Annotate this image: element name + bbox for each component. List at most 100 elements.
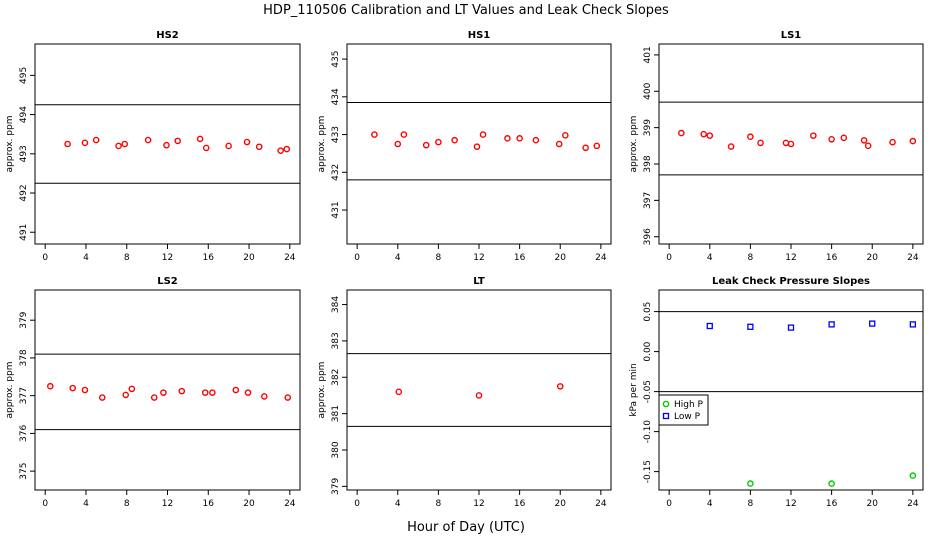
y-tick-label: 384 — [331, 296, 341, 313]
data-point — [401, 132, 406, 137]
data-point — [748, 134, 753, 139]
legend-label: Low P — [674, 412, 701, 422]
y-tick-label: 401 — [643, 46, 653, 63]
x-tick-label: 20 — [555, 499, 567, 509]
data-point — [278, 148, 283, 153]
data-point — [285, 395, 290, 400]
data-point — [476, 393, 481, 398]
data-point — [257, 144, 262, 149]
x-tick-label: 8 — [748, 499, 754, 509]
data-point — [829, 137, 834, 142]
data-point — [122, 141, 127, 146]
panel-title: HS2 — [156, 30, 179, 41]
data-point — [789, 325, 794, 330]
x-tick-label: 12 — [473, 253, 484, 263]
data-point — [123, 392, 128, 397]
x-tick-label: 8 — [436, 499, 442, 509]
x-tick-label: 24 — [595, 253, 607, 263]
data-point — [146, 137, 151, 142]
data-point — [372, 132, 377, 137]
x-tick-label: 8 — [124, 499, 130, 509]
plot-frame — [347, 44, 611, 244]
data-point — [179, 389, 184, 394]
data-point — [866, 143, 871, 148]
x-tick-label: 8 — [436, 253, 442, 263]
legend-label: High P — [674, 400, 704, 410]
x-tick-label: 4 — [395, 253, 401, 263]
data-point — [748, 324, 753, 329]
data-point — [65, 141, 70, 146]
y-tick-label: 493 — [19, 145, 29, 162]
data-point — [594, 143, 599, 148]
plot-frame — [659, 290, 923, 490]
y-tick-label: 0.05 — [643, 302, 653, 322]
data-point — [811, 133, 816, 138]
data-point — [517, 136, 522, 141]
data-point — [161, 390, 166, 395]
data-point — [505, 136, 510, 141]
x-tick-label: 16 — [826, 253, 838, 263]
chart-panel-3: LS1 0 4 8 12 16 20 24 396 397 398 399 400 401 approx. … — [629, 30, 923, 263]
panel-title: LS1 — [781, 30, 802, 41]
data-point — [48, 384, 53, 389]
x-tick-label: 12 — [785, 499, 796, 509]
y-tick-label: 432 — [331, 164, 341, 181]
y-tick-label: 382 — [331, 369, 341, 386]
x-tick-label: 12 — [162, 253, 173, 263]
x-tick-label: 16 — [826, 499, 838, 509]
data-point — [910, 322, 915, 327]
x-tick-label: 8 — [124, 253, 130, 263]
data-point — [70, 386, 75, 391]
x-tick-label: 0 — [354, 253, 360, 263]
x-tick-label: 20 — [243, 499, 255, 509]
x-tick-label: 20 — [555, 253, 567, 263]
data-point — [890, 140, 895, 145]
data-point — [204, 145, 209, 150]
y-tick-label: 398 — [643, 155, 653, 172]
data-point — [829, 322, 834, 327]
data-point — [707, 133, 712, 138]
y-tick-label: 431 — [331, 201, 341, 218]
x-tick-label: 4 — [707, 253, 713, 263]
figure-title: HDP_110506 Calibration and LT Values and… — [263, 3, 669, 18]
y-tick-label: 491 — [19, 224, 29, 241]
y-tick-label: 399 — [643, 119, 653, 136]
x-tick-label: 24 — [595, 499, 607, 509]
data-point — [707, 324, 712, 329]
data-point — [210, 390, 215, 395]
y-tick-label: -0.15 — [643, 460, 653, 483]
x-tick-label: 20 — [867, 499, 879, 509]
x-tick-label: 4 — [707, 499, 713, 509]
data-point — [533, 138, 538, 143]
x-tick-label: 4 — [83, 499, 89, 509]
panel-title: LT — [473, 276, 485, 287]
y-tick-label: 495 — [19, 67, 29, 84]
x-tick-label: 24 — [284, 499, 296, 509]
x-tick-label: 16 — [203, 499, 215, 509]
x-tick-label: 16 — [203, 253, 215, 263]
data-point — [395, 141, 400, 146]
y-axis-label: approx. ppm — [629, 116, 639, 173]
data-point — [233, 387, 238, 392]
y-tick-label: 434 — [331, 88, 341, 105]
x-tick-label: 24 — [907, 499, 919, 509]
data-point — [783, 140, 788, 145]
data-point — [679, 130, 684, 135]
x-tick-label: 4 — [83, 253, 89, 263]
y-tick-label: 435 — [331, 51, 341, 68]
y-axis-label: approx. ppm — [317, 116, 327, 173]
data-point — [557, 141, 562, 146]
data-point — [82, 140, 87, 145]
x-tick-label: 0 — [666, 253, 672, 263]
x-tick-label: 8 — [748, 253, 754, 263]
data-point — [245, 390, 250, 395]
y-tick-label: 400 — [643, 82, 653, 99]
chart-panel-5: LT 0 4 8 12 16 20 24 379 380 381 382 383 384 approx. p… — [317, 276, 611, 509]
data-point — [862, 138, 867, 143]
x-tick-label: 12 — [473, 499, 484, 509]
y-tick-label: 397 — [643, 192, 653, 209]
panel-title: Leak Check Pressure Slopes — [712, 276, 870, 287]
data-point — [583, 145, 588, 150]
y-tick-label: 375 — [19, 463, 29, 480]
